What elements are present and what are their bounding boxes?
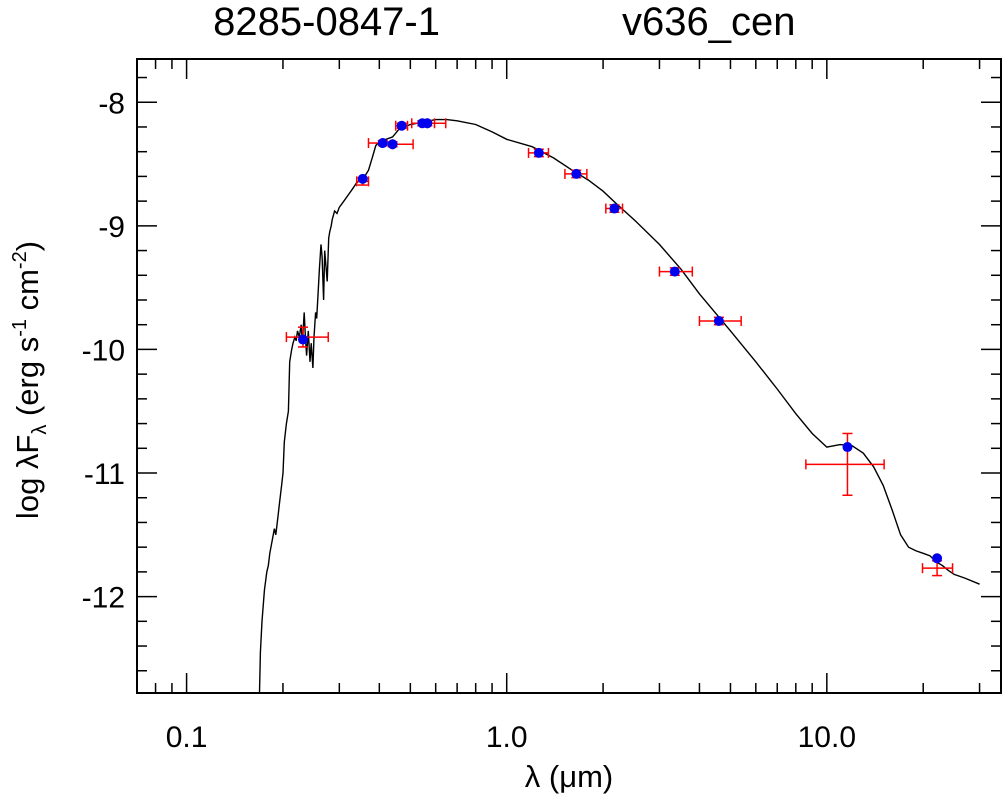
x-tick-label: 1.0 xyxy=(486,721,528,754)
title-star-name: v636_cen xyxy=(622,0,795,44)
chart-title: 8285-0847-1 v636_cen xyxy=(213,0,795,44)
y-tick-label: -11 xyxy=(84,458,125,491)
photometry-point xyxy=(357,173,368,184)
photometry-point xyxy=(297,334,308,345)
y-tick-label: -8 xyxy=(98,87,125,120)
photometry-point xyxy=(396,120,407,131)
title-star-id: 8285-0847-1 xyxy=(213,0,440,44)
model-spectrum-line xyxy=(258,118,980,693)
photometry-point xyxy=(377,138,388,149)
y-tick-label: -10 xyxy=(82,334,125,367)
photometry-point xyxy=(713,316,724,327)
photometry-points xyxy=(297,118,943,564)
y-tick-label: -12 xyxy=(82,582,125,615)
y-tick-label: -9 xyxy=(98,211,125,244)
photometry-point xyxy=(533,147,544,158)
photometry-point xyxy=(422,118,433,129)
x-ticks: 0.1 1.0 10.0 xyxy=(136,59,981,754)
photometry-point xyxy=(842,442,853,453)
y-ticks: -8 -9 -10 -11 -12 xyxy=(82,76,1001,672)
photometry-point xyxy=(571,168,582,179)
plot-area: 0.1 1.0 10.0 -8 -9 -10 -11 -12 xyxy=(82,58,1002,754)
photometry-point xyxy=(609,203,620,214)
photometry-point xyxy=(387,139,398,150)
x-tick-label: 10.0 xyxy=(798,721,856,754)
photometry-point xyxy=(669,266,680,277)
error-bars xyxy=(285,118,954,577)
x-tick-label: 0.1 xyxy=(166,721,208,754)
photometry-point xyxy=(932,553,943,564)
x-axis-label: λ (μm) xyxy=(525,759,613,794)
plot-frame xyxy=(136,58,1002,694)
y-axis-label: log λFλ (erg s-1 cm-2) xyxy=(9,241,51,519)
